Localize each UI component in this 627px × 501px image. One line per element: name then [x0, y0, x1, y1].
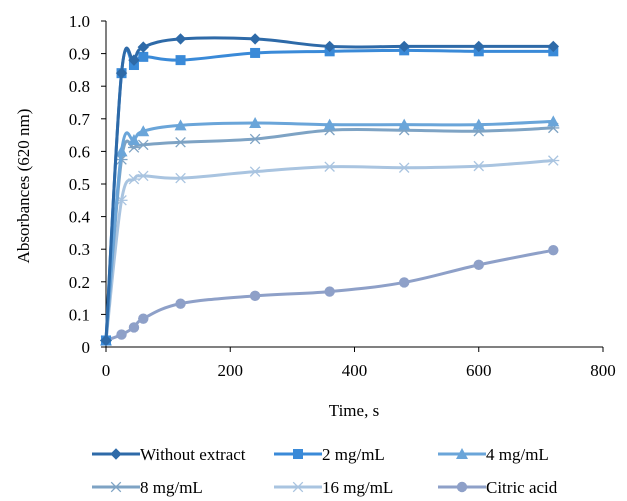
legend-item-8-mg-ml: 8 mg/mL — [92, 478, 203, 497]
legend-label-4-mg-ml: 4 mg/mL — [486, 445, 549, 464]
data-point-4-mg-ml — [472, 118, 485, 130]
y-tick-label: 0.9 — [69, 45, 90, 64]
y-tick-label: 0.1 — [69, 305, 90, 324]
legend-marker-2-mg-ml — [293, 449, 303, 459]
data-point-16-mg-ml — [323, 161, 336, 172]
data-point-2-mg-ml — [138, 51, 149, 62]
legend-marker-8-mg-ml — [110, 481, 122, 493]
data-point-4-mg-ml — [249, 117, 262, 129]
legend-label-without-extract: Without extract — [140, 445, 246, 464]
series-2-mg-ml — [101, 45, 559, 346]
series-line-2-mg-ml — [104, 48, 554, 341]
data-point-without-extract — [174, 33, 187, 45]
y-tick-label: 0 — [82, 338, 91, 357]
data-point-citric-acid — [324, 286, 335, 297]
data-point-citric-acid — [399, 277, 410, 288]
legend-item-citric-acid: Citric acid — [438, 478, 558, 497]
series-without-extract — [100, 33, 560, 347]
legend-marker-without-extract — [110, 448, 122, 460]
x-tick-label: 200 — [218, 361, 244, 380]
data-point-4-mg-ml — [323, 118, 336, 130]
data-point-without-extract — [473, 40, 485, 53]
data-point-citric-acid — [249, 290, 261, 302]
data-point-without-extract — [398, 40, 410, 53]
y-tick-label: 0.6 — [69, 142, 90, 161]
data-point-16-mg-ml — [249, 166, 262, 177]
series-line-4-mg-ml — [104, 119, 554, 341]
legend-label-16-mg-ml: 16 mg/mL — [322, 478, 393, 497]
data-point-without-extract — [249, 33, 261, 45]
data-point-citric-acid — [128, 322, 140, 333]
x-tick-label: 800 — [590, 361, 616, 380]
data-point-4-mg-ml — [174, 119, 187, 131]
legend-item-4-mg-ml: 4 mg/mL — [438, 445, 549, 464]
data-point-2-mg-ml — [175, 55, 186, 66]
y-tick-label: 0.2 — [69, 273, 90, 292]
y-tick-label: 0.5 — [69, 175, 90, 194]
data-point-16-mg-ml — [137, 170, 150, 182]
data-point-without-extract — [115, 67, 128, 79]
x-tick-label: 0 — [102, 361, 111, 380]
data-point-without-extract — [100, 334, 112, 347]
legend-marker-citric-acid — [456, 481, 468, 493]
data-point-4-mg-ml — [398, 118, 411, 130]
legend-item-without-extract: Without extract — [92, 445, 246, 464]
y-tick-label: 0.4 — [69, 208, 91, 227]
x-axis-ticks: 0 200 400 600 800 — [102, 347, 616, 380]
data-point-16-mg-ml — [127, 173, 140, 185]
data-point-without-extract — [128, 54, 140, 66]
series-16-mg-ml — [100, 155, 560, 346]
series-line-citric-acid — [105, 248, 554, 342]
data-point-4-mg-ml — [115, 145, 128, 157]
legend: Without extract 2 mg/mL 4 mg/mL 8 mg/mL 16 m… — [92, 445, 558, 497]
data-point-without-extract — [323, 40, 336, 53]
series-group — [100, 33, 560, 347]
y-tick-label: 0.8 — [69, 77, 90, 96]
data-point-4-mg-ml — [547, 115, 560, 127]
series-4-mg-ml — [100, 115, 560, 346]
data-point-citric-acid — [548, 244, 559, 256]
data-point-citric-acid — [473, 259, 484, 271]
data-point-citric-acid — [138, 313, 149, 324]
data-point-without-extract — [547, 40, 560, 53]
data-point-citric-acid — [116, 329, 127, 340]
series-8-mg-ml — [100, 122, 560, 346]
legend-label-8-mg-ml: 8 mg/mL — [140, 478, 203, 497]
y-tick-label: 0.7 — [69, 110, 91, 129]
x-tick-label: 400 — [342, 361, 368, 380]
series-line-8-mg-ml — [104, 126, 554, 341]
data-point-16-mg-ml — [547, 155, 560, 166]
legend-item-16-mg-ml: 16 mg/mL — [274, 478, 393, 497]
data-point-2-mg-ml — [250, 47, 261, 58]
y-tick-label: 1.0 — [69, 12, 90, 31]
y-axis-title: Absorbances (620 nm) — [14, 109, 33, 264]
data-point-4-mg-ml — [137, 125, 150, 137]
data-point-citric-acid — [175, 298, 186, 309]
data-point-4-mg-ml — [127, 133, 140, 145]
x-axis-title: Time, s — [329, 401, 379, 420]
x-tick-label: 600 — [466, 361, 492, 380]
axes — [105, 21, 603, 348]
legend-label-2-mg-ml: 2 mg/mL — [322, 445, 385, 464]
data-point-16-mg-ml — [174, 172, 187, 184]
legend-marker-4-mg-ml — [456, 448, 468, 459]
legend-label-citric-acid: Citric acid — [486, 478, 558, 497]
data-point-16-mg-ml — [398, 162, 411, 173]
y-tick-label: 0.3 — [69, 240, 90, 259]
series-citric-acid — [100, 244, 559, 346]
data-point-8-mg-ml — [249, 133, 262, 145]
series-line-16-mg-ml — [104, 159, 554, 341]
legend-marker-16-mg-ml — [292, 481, 304, 493]
y-axis-ticks: 0 0.1 0.2 0.3 0.4 0.5 0.6 0.7 0.8 0.9 1.0 — [69, 12, 106, 357]
data-point-without-extract — [137, 41, 149, 53]
data-point-16-mg-ml — [472, 160, 485, 172]
data-point-8-mg-ml — [174, 137, 187, 148]
legend-item-2-mg-ml: 2 mg/mL — [274, 445, 385, 464]
